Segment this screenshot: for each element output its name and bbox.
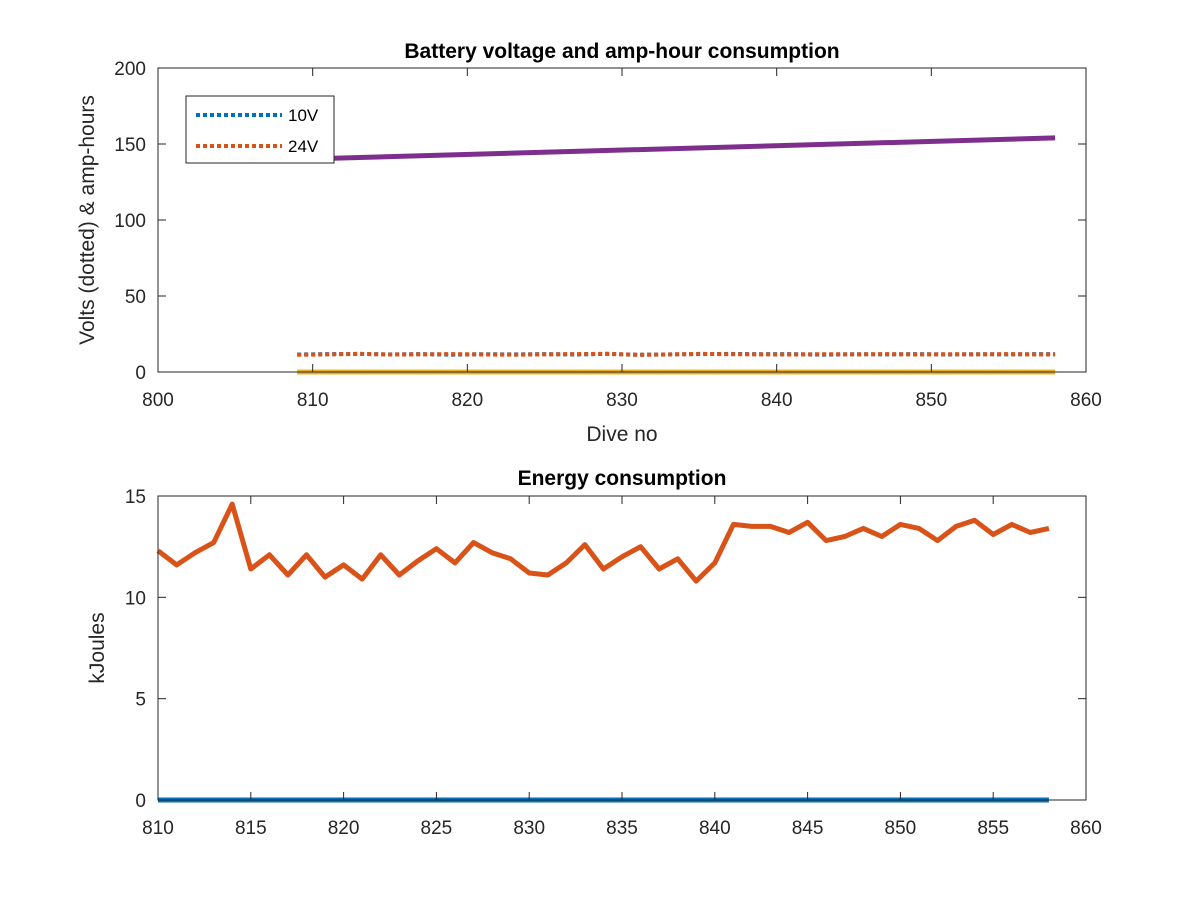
energy-x-tick-label: 825: [421, 818, 453, 839]
energy-x-tick-label: 845: [792, 818, 824, 839]
energy-series-line-1: [156, 501, 1050, 584]
battery-x-tick-label: 860: [1070, 390, 1102, 411]
battery-chart-y-axis-label: Volts (dotted) & amp-hours: [76, 95, 99, 345]
battery-chart-ticks: 800 810 820 830 840 850 860 0 50 100 150 200: [114, 59, 1102, 411]
energy-x-tick-label: 850: [885, 818, 917, 839]
energy-y-tick-label: 10: [125, 588, 146, 609]
battery-y-tick-label: 50: [125, 287, 146, 308]
battery-y-tick-label: 150: [114, 135, 146, 156]
battery-x-tick-label: 830: [606, 390, 638, 411]
energy-chart-ticks: 810 815 820 825 830 835 840 845 850 855 860 0 5 10 15: [125, 487, 1102, 839]
battery-chart-legend: 10V 24V: [185, 95, 335, 164]
energy-x-tick-label: 815: [235, 818, 267, 839]
battery-chart-title: Battery voltage and amp-hour consumption: [404, 40, 839, 63]
battery-chart: 800 810 820 830 840 850 860 0 50 100 150 200 Batter…: [76, 40, 1102, 446]
energy-y-tick-label: 5: [135, 690, 146, 711]
energy-y-tick-label: 0: [135, 791, 146, 812]
battery-x-tick-label: 850: [915, 390, 947, 411]
battery-chart-x-axis-label: Dive no: [586, 423, 657, 446]
battery-y-tick-label: 0: [135, 363, 146, 384]
legend-box: [185, 95, 335, 164]
legend-label-24v: 24V: [288, 137, 319, 156]
energy-chart: 810 815 820 825 830 835 840 845 850 855 860051015 …: [86, 467, 1102, 839]
energy-chart-y-axis-label: kJoules: [86, 612, 109, 683]
battery-series-line-3: [297, 135, 1056, 162]
energy-x-tick-label: 820: [328, 818, 360, 839]
energy-x-tick-label: 810: [142, 818, 174, 839]
energy-x-tick-label: 835: [606, 818, 638, 839]
battery-x-tick-label: 820: [451, 390, 483, 411]
battery-x-tick-label: 840: [761, 390, 793, 411]
battery-x-tick-label: 800: [142, 390, 174, 411]
energy-x-tick-label: 840: [699, 818, 731, 839]
energy-x-tick-label: 830: [513, 818, 545, 839]
legend-label-10v: 10V: [288, 106, 319, 125]
energy-x-tick-label: 860: [1070, 818, 1102, 839]
battery-y-tick-label: 200: [114, 59, 146, 80]
energy-y-tick-label: 15: [125, 487, 146, 508]
energy-x-tick-label: 855: [977, 818, 1009, 839]
battery-x-tick-label: 810: [297, 390, 329, 411]
battery-series-line-1: [297, 351, 1056, 357]
energy-chart-title: Energy consumption: [518, 467, 727, 490]
battery-y-tick-label: 100: [114, 211, 146, 232]
